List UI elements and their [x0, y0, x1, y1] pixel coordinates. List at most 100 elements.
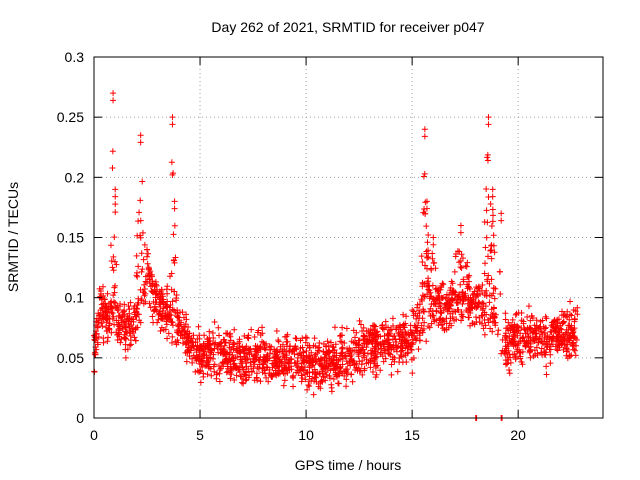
data-point: [374, 362, 381, 369]
data-point: [499, 336, 506, 343]
data-point: [303, 335, 310, 342]
data-point: [268, 343, 275, 350]
data-point: [228, 371, 235, 378]
chart-title: Day 262 of 2021, SRMTID for receiver p04…: [211, 19, 484, 35]
data-point: [473, 284, 480, 291]
data-point: [315, 347, 322, 354]
data-point: [351, 334, 358, 341]
data-point: [311, 378, 318, 385]
data-point: [173, 291, 180, 298]
data-point: [486, 299, 493, 306]
data-point: [326, 375, 333, 382]
data-point: [128, 321, 135, 328]
data-point: [421, 170, 428, 177]
data-point: [527, 354, 534, 361]
data-point: [548, 337, 555, 344]
data-point: [413, 315, 420, 322]
data-point: [213, 371, 220, 378]
data-point: [302, 334, 309, 341]
x-tick-label: 15: [404, 427, 420, 443]
data-point: [148, 288, 155, 295]
data-point: [200, 370, 207, 377]
data-point: [511, 324, 518, 331]
data-point: [310, 342, 317, 349]
data-point: [421, 293, 428, 300]
data-point: [256, 361, 263, 368]
data-point: [443, 291, 450, 298]
data-point: [163, 321, 170, 328]
data-point: [134, 324, 141, 331]
data-point: [110, 292, 117, 299]
data-point: [544, 338, 551, 345]
data-point: [484, 253, 491, 260]
data-point: [280, 370, 287, 377]
data-point: [176, 317, 183, 324]
data-point: [394, 368, 401, 375]
data-point: [347, 353, 354, 360]
data-point: [494, 331, 501, 338]
data-point: [538, 329, 545, 336]
data-point: [518, 317, 525, 324]
data-point: [298, 366, 305, 373]
data-point: [175, 322, 182, 329]
data-point: [505, 319, 512, 326]
data-point: [126, 342, 133, 349]
data-point: [498, 210, 505, 217]
data-point: [289, 347, 296, 354]
x-axis-label: GPS time / hours: [295, 457, 402, 473]
data-point: [457, 263, 464, 270]
data-point: [410, 308, 417, 315]
data-point: [368, 350, 375, 357]
data-point: [304, 369, 311, 376]
data-point: [322, 351, 329, 358]
data-point: [438, 282, 445, 289]
data-point: [363, 328, 370, 335]
data-point: [416, 332, 423, 339]
data-point: [92, 331, 99, 338]
data-point: [248, 351, 255, 358]
data-point: [273, 328, 280, 335]
data-point: [157, 301, 164, 308]
data-point: [389, 336, 396, 343]
data-point: [232, 365, 239, 372]
data-point: [207, 347, 214, 354]
data-point: [274, 369, 281, 376]
data-point: [233, 372, 240, 379]
data-point: [372, 335, 379, 342]
data-point: [312, 351, 319, 358]
data-point: [173, 329, 180, 336]
data-point: [245, 374, 252, 381]
data-point: [488, 242, 495, 249]
data-point: [548, 329, 555, 336]
data-point: [377, 333, 384, 340]
data-point: [543, 363, 550, 370]
data-point: [509, 316, 516, 323]
data-point: [227, 375, 234, 382]
data-point: [97, 288, 104, 295]
data-point: [105, 325, 112, 332]
data-point: [159, 290, 166, 297]
data-point: [532, 352, 539, 359]
data-point: [426, 287, 433, 294]
data-point: [440, 316, 447, 323]
data-point: [110, 97, 117, 104]
data-point: [238, 360, 245, 367]
data-point: [418, 296, 425, 303]
data-point: [138, 296, 145, 303]
data-point: [422, 210, 429, 217]
data-point: [423, 338, 430, 345]
data-point: [485, 319, 492, 326]
data-point: [138, 297, 145, 304]
data-point: [179, 309, 186, 316]
data-point: [425, 231, 432, 238]
data-point: [110, 313, 117, 320]
data-point: [141, 241, 148, 248]
data-point: [171, 205, 178, 212]
data-point: [424, 239, 431, 246]
data-point: [437, 315, 444, 322]
data-point: [355, 353, 362, 360]
data-point: [455, 293, 462, 300]
data-point: [472, 294, 479, 301]
data-point: [428, 293, 435, 300]
data-point: [149, 313, 156, 320]
